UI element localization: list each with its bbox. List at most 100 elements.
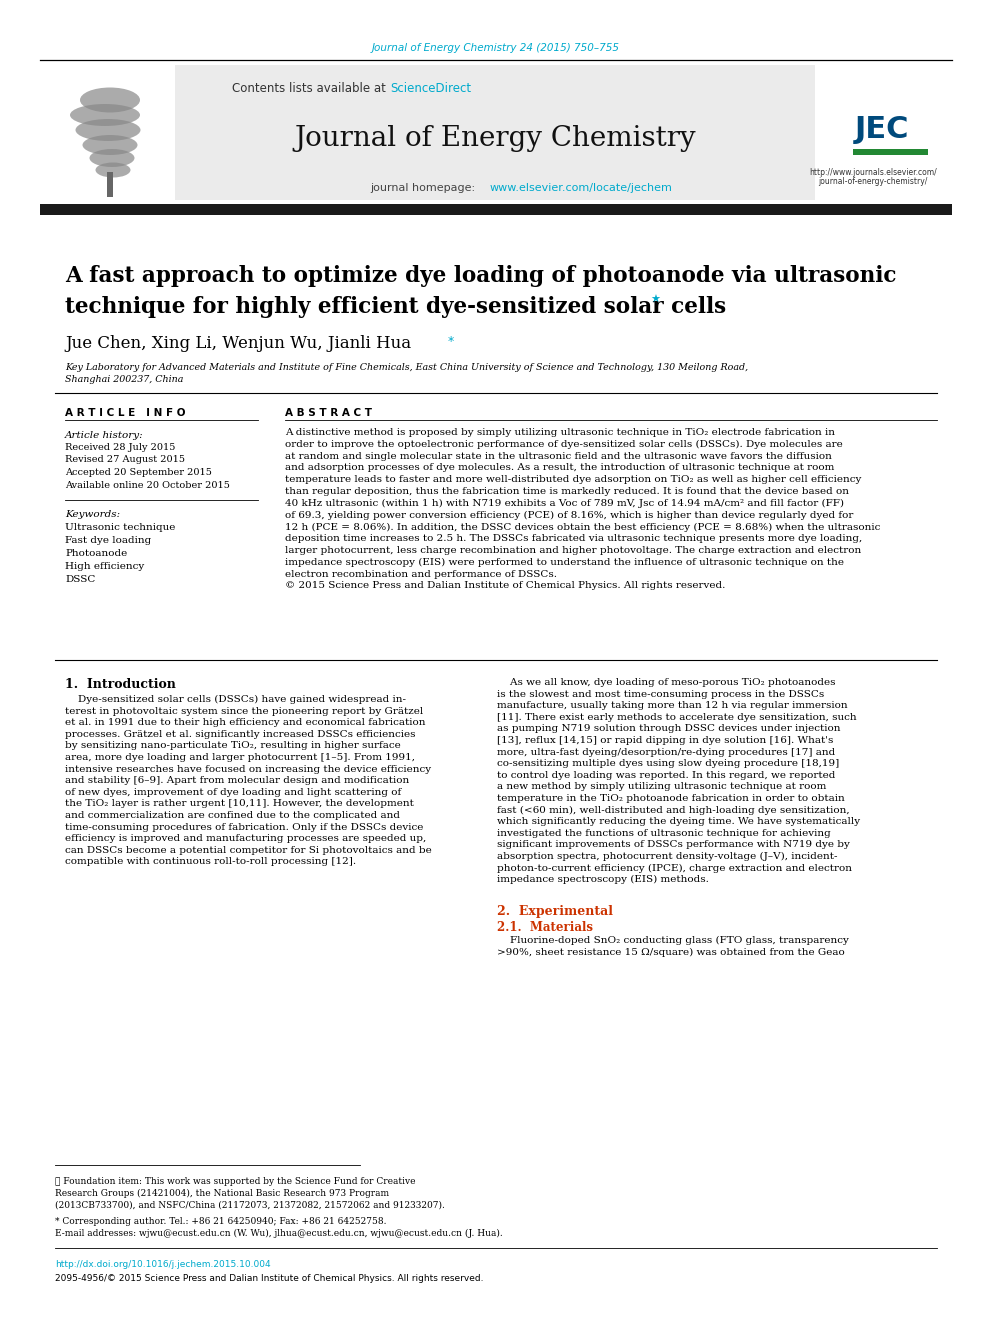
Text: * Corresponding author. Tel.: +86 21 64250940; Fax: +86 21 64252758.: * Corresponding author. Tel.: +86 21 642… (55, 1217, 387, 1226)
Text: processes. Grätzel et al. significantly increased DSSCs efficiencies: processes. Grätzel et al. significantly … (65, 730, 416, 738)
Ellipse shape (80, 87, 140, 112)
Text: A R T I C L E   I N F O: A R T I C L E I N F O (65, 407, 186, 418)
Text: http://www.journals.elsevier.com/: http://www.journals.elsevier.com/ (809, 168, 936, 177)
Ellipse shape (70, 105, 140, 126)
Text: more, ultra-fast dyeing/desorption/re-dying procedures [17] and: more, ultra-fast dyeing/desorption/re-dy… (497, 747, 835, 757)
Text: [11]. There exist early methods to accelerate dye sensitization, such: [11]. There exist early methods to accel… (497, 713, 857, 722)
Text: order to improve the optoelectronic performance of dye-sensitized solar cells (D: order to improve the optoelectronic perf… (285, 439, 843, 448)
Text: Keywords:: Keywords: (65, 509, 120, 519)
Text: ★ Foundation item: This work was supported by the Science Fund for Creative: ★ Foundation item: This work was support… (55, 1177, 416, 1185)
Text: than regular deposition, thus the fabrication time is markedly reduced. It is fo: than regular deposition, thus the fabric… (285, 487, 849, 496)
Text: >90%, sheet resistance 15 Ω/square) was obtained from the Geao: >90%, sheet resistance 15 Ω/square) was … (497, 947, 845, 957)
Text: fast (<60 min), well-distributed and high-loading dye sensitization,: fast (<60 min), well-distributed and hig… (497, 806, 849, 815)
Text: www.elsevier.com/locate/jechem: www.elsevier.com/locate/jechem (490, 183, 673, 193)
Ellipse shape (75, 119, 141, 142)
Text: Received 28 July 2015: Received 28 July 2015 (65, 443, 176, 452)
Bar (815, 65, 952, 200)
Text: Shanghai 200237, China: Shanghai 200237, China (65, 374, 184, 384)
Text: investigated the functions of ultrasonic technique for achieving: investigated the functions of ultrasonic… (497, 828, 830, 837)
Text: which significantly reducing the dyeing time. We have systematically: which significantly reducing the dyeing … (497, 818, 860, 826)
Text: and commercialization are confined due to the complicated and: and commercialization are confined due t… (65, 811, 400, 820)
Bar (853, 149, 928, 155)
Text: and stability [6–9]. Apart from molecular design and modification: and stability [6–9]. Apart from molecula… (65, 777, 410, 785)
Text: 1.  Introduction: 1. Introduction (65, 677, 176, 691)
Text: A fast approach to optimize dye loading of photoanode via ultrasonic: A fast approach to optimize dye loading … (65, 265, 897, 287)
Text: the TiO₂ layer is rather urgent [10,11]. However, the development: the TiO₂ layer is rather urgent [10,11].… (65, 799, 414, 808)
Text: ★: ★ (650, 295, 660, 306)
Text: 2095-4956/© 2015 Science Press and Dalian Institute of Chemical Physics. All rig: 2095-4956/© 2015 Science Press and Dalia… (55, 1274, 483, 1283)
Text: Key Laboratory for Advanced Materials and Institute of Fine Chemicals, East Chin: Key Laboratory for Advanced Materials an… (65, 363, 748, 372)
Bar (107, 172, 113, 197)
Text: of new dyes, improvement of dye loading and light scattering of: of new dyes, improvement of dye loading … (65, 787, 401, 796)
Text: can DSSCs become a potential competitor for Si photovoltaics and be: can DSSCs become a potential competitor … (65, 845, 432, 855)
Text: electron recombination and performance of DSSCs.: electron recombination and performance o… (285, 570, 557, 578)
Text: impedance spectroscopy (EIS) methods.: impedance spectroscopy (EIS) methods. (497, 876, 709, 884)
Text: manufacture, usually taking more than 12 h via regular immersion: manufacture, usually taking more than 12… (497, 701, 847, 710)
Ellipse shape (95, 163, 131, 177)
Text: Journal of Energy Chemistry: Journal of Energy Chemistry (295, 124, 695, 152)
Text: DSSC: DSSC (65, 576, 95, 583)
Text: Fluorine-doped SnO₂ conducting glass (FTO glass, transparency: Fluorine-doped SnO₂ conducting glass (FT… (497, 935, 849, 945)
Text: compatible with continuous roll-to-roll processing [12].: compatible with continuous roll-to-roll … (65, 857, 356, 867)
Text: Revised 27 August 2015: Revised 27 August 2015 (65, 455, 185, 464)
Text: et al. in 1991 due to their high efficiency and economical fabrication: et al. in 1991 due to their high efficie… (65, 718, 426, 728)
Text: Journal of Energy Chemistry 24 (2015) 750–755: Journal of Energy Chemistry 24 (2015) 75… (372, 44, 620, 53)
Ellipse shape (82, 135, 138, 155)
Bar (175, 65, 815, 200)
Text: significant improvements of DSSCs performance with N719 dye by: significant improvements of DSSCs perfor… (497, 840, 850, 849)
Text: area, more dye loading and larger photocurrent [1–5]. From 1991,: area, more dye loading and larger photoc… (65, 753, 415, 762)
Text: http://dx.doi.org/10.1016/j.jechem.2015.10.004: http://dx.doi.org/10.1016/j.jechem.2015.… (55, 1259, 271, 1269)
Text: larger photocurrent, less charge recombination and higher photovoltage. The char: larger photocurrent, less charge recombi… (285, 546, 861, 556)
Text: journal homepage:: journal homepage: (370, 183, 478, 193)
Text: is the slowest and most time-consuming process in the DSSCs: is the slowest and most time-consuming p… (497, 689, 824, 699)
Bar (40, 204, 952, 216)
Text: As we all know, dye loading of meso-porous TiO₂ photoanodes: As we all know, dye loading of meso-poro… (497, 677, 835, 687)
Text: to control dye loading was reported. In this regard, we reported: to control dye loading was reported. In … (497, 771, 835, 779)
Text: at random and single molecular state in the ultrasonic field and the ultrasonic : at random and single molecular state in … (285, 451, 832, 460)
Text: absorption spectra, photocurrent density-voltage (J–V), incident-: absorption spectra, photocurrent density… (497, 852, 837, 861)
Text: JEC: JEC (855, 115, 910, 144)
Text: 12 h (PCE = 8.06%). In addition, the DSSC devices obtain the best efficiency (PC: 12 h (PCE = 8.06%). In addition, the DSS… (285, 523, 880, 532)
Text: technique for highly efficient dye-sensitized solar cells: technique for highly efficient dye-sensi… (65, 296, 726, 318)
Text: A distinctive method is proposed by simply utilizing ultrasonic technique in TiO: A distinctive method is proposed by simp… (285, 429, 835, 437)
Text: 2.  Experimental: 2. Experimental (497, 905, 613, 918)
Text: efficiency is improved and manufacturing processes are speeded up,: efficiency is improved and manufacturing… (65, 835, 427, 843)
Text: time-consuming procedures of fabrication. Only if the DSSCs device: time-consuming procedures of fabrication… (65, 823, 424, 832)
Text: Research Groups (21421004), the National Basic Research 973 Program: Research Groups (21421004), the National… (55, 1189, 389, 1199)
Text: E-mail addresses: wjwu@ecust.edu.cn (W. Wu), jlhua@ecust.edu.cn, wjwu@ecust.edu.: E-mail addresses: wjwu@ecust.edu.cn (W. … (55, 1229, 503, 1238)
Text: and adsorption processes of dye molecules. As a result, the introduction of ultr: and adsorption processes of dye molecule… (285, 463, 834, 472)
Text: Contents lists available at: Contents lists available at (232, 82, 390, 94)
Text: temperature in the TiO₂ photoanode fabrication in order to obtain: temperature in the TiO₂ photoanode fabri… (497, 794, 845, 803)
Text: Accepted 20 September 2015: Accepted 20 September 2015 (65, 468, 212, 478)
Text: Photoanode: Photoanode (65, 549, 127, 558)
Text: (2013CB733700), and NSFC/China (21172073, 21372082, 21572062 and 91233207).: (2013CB733700), and NSFC/China (21172073… (55, 1201, 444, 1211)
Text: 40 kHz ultrasonic (within 1 h) with N719 exhibits a Voc of 789 mV, Jsc of 14.94 : 40 kHz ultrasonic (within 1 h) with N719… (285, 499, 844, 508)
Text: as pumping N719 solution through DSSC devices under injection: as pumping N719 solution through DSSC de… (497, 725, 840, 733)
Text: High efficiency: High efficiency (65, 562, 144, 572)
Text: Jue Chen, Xing Li, Wenjun Wu, Jianli Hua: Jue Chen, Xing Li, Wenjun Wu, Jianli Hua (65, 335, 411, 352)
Text: Fast dye loading: Fast dye loading (65, 536, 151, 545)
Text: Available online 20 October 2015: Available online 20 October 2015 (65, 480, 230, 490)
Text: *: * (448, 335, 454, 348)
Text: 2.1.  Materials: 2.1. Materials (497, 921, 593, 934)
Text: Dye-sensitized solar cells (DSSCs) have gained widespread in-: Dye-sensitized solar cells (DSSCs) have … (65, 695, 406, 704)
Text: intensive researches have focused on increasing the device efficiency: intensive researches have focused on inc… (65, 765, 432, 774)
Text: by sensitizing nano-particulate TiO₂, resulting in higher surface: by sensitizing nano-particulate TiO₂, re… (65, 741, 401, 750)
Text: Ultrasonic technique: Ultrasonic technique (65, 523, 176, 532)
Text: ELSEVIER: ELSEVIER (70, 202, 133, 216)
Ellipse shape (89, 149, 135, 167)
Text: terest in photovoltaic system since the pioneering report by Grätzel: terest in photovoltaic system since the … (65, 706, 424, 716)
Text: of 69.3, yielding power conversion efficiency (PCE) of 8.16%, which is higher th: of 69.3, yielding power conversion effic… (285, 511, 853, 520)
Text: deposition time increases to 2.5 h. The DSSCs fabricated via ultrasonic techniqu: deposition time increases to 2.5 h. The … (285, 534, 862, 544)
Text: journal-of-energy-chemistry/: journal-of-energy-chemistry/ (818, 177, 928, 187)
Text: ScienceDirect: ScienceDirect (390, 82, 471, 94)
Text: [13], reflux [14,15] or rapid dipping in dye solution [16]. What's: [13], reflux [14,15] or rapid dipping in… (497, 736, 833, 745)
Text: temperature leads to faster and more well-distributed dye adsorption on TiO₂ as : temperature leads to faster and more wel… (285, 475, 861, 484)
Text: photon-to-current efficiency (IPCE), charge extraction and electron: photon-to-current efficiency (IPCE), cha… (497, 864, 852, 873)
Bar (40, 65, 175, 200)
Text: Article history:: Article history: (65, 431, 144, 441)
Text: co-sensitizing multiple dyes using slow dyeing procedure [18,19]: co-sensitizing multiple dyes using slow … (497, 759, 839, 769)
Text: A B S T R A C T: A B S T R A C T (285, 407, 372, 418)
Text: impedance spectroscopy (EIS) were performed to understand the influence of ultra: impedance spectroscopy (EIS) were perfor… (285, 558, 844, 568)
Text: a new method by simply utilizing ultrasonic technique at room: a new method by simply utilizing ultraso… (497, 782, 826, 791)
